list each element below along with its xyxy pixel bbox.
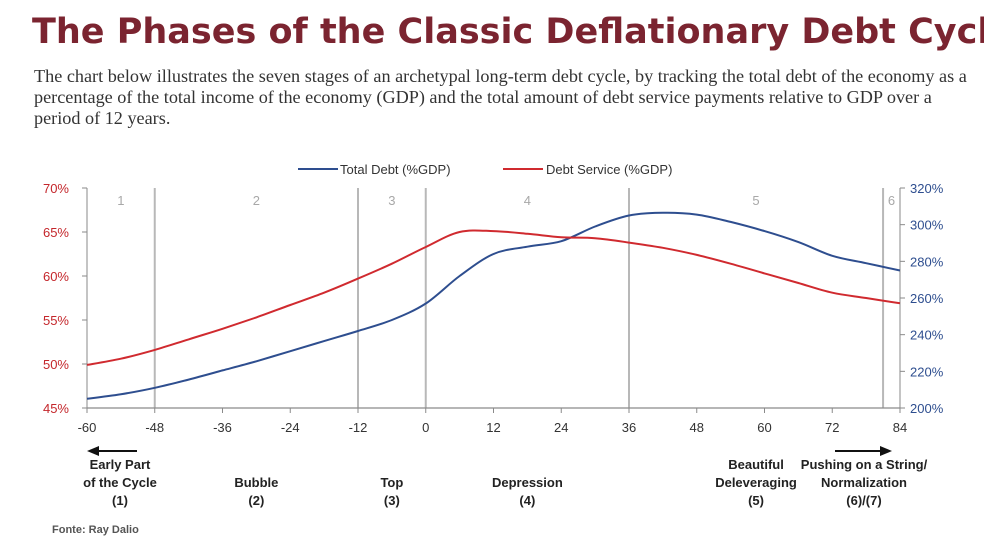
- phase-label: Top (3): [380, 475, 404, 508]
- right-tick-label: 220%: [910, 364, 944, 379]
- right-tick-label: 280%: [910, 254, 944, 269]
- right-tick-label: 260%: [910, 291, 944, 306]
- x-tick-label: 24: [554, 420, 568, 435]
- x-tick-label: -12: [349, 420, 368, 435]
- phase-label: Early Part of the Cycle (1): [83, 457, 157, 508]
- x-tick-label: 84: [893, 420, 907, 435]
- phase-number: 6: [888, 193, 895, 208]
- x-tick-label: -36: [213, 420, 232, 435]
- source-note: Fonte: Ray Dalio: [52, 524, 139, 536]
- phase-label: Beautiful Deleveraging (5): [715, 457, 797, 508]
- phase-number: 4: [524, 193, 531, 208]
- x-tick-label: -60: [78, 420, 97, 435]
- phase-label: Pushing on a String/Normalization (6)/(7): [800, 457, 928, 508]
- right-tick-label: 300%: [910, 218, 944, 233]
- phase-label: Depression (4): [491, 475, 563, 508]
- x-tick-label: 0: [422, 420, 429, 435]
- total-debt-line: [86, 211, 901, 400]
- phase-number: 1: [117, 193, 124, 208]
- phase-label: Bubble (2): [234, 475, 279, 508]
- phase-number: 3: [388, 193, 395, 208]
- right-tick-label: 200%: [910, 401, 944, 416]
- phase-number: 2: [253, 193, 260, 208]
- legend-label: Total Debt (%GDP): [340, 162, 451, 177]
- left-tick-label: 60%: [43, 269, 69, 284]
- phase-number: 5: [752, 193, 759, 208]
- x-tick-label: 48: [690, 420, 704, 435]
- right-tick-label: 240%: [910, 328, 944, 343]
- x-tick-label: 72: [825, 420, 839, 435]
- left-tick-label: 45%: [43, 401, 69, 416]
- left-tick-label: 50%: [43, 357, 69, 372]
- left-tick-label: 55%: [43, 313, 69, 328]
- x-tick-label: 36: [622, 420, 636, 435]
- chart-title: The Phases of the Classic Deflationary D…: [32, 12, 984, 52]
- x-tick-label: 60: [757, 420, 771, 435]
- left-arrow-icon: [87, 446, 99, 456]
- debt-service-line: [86, 229, 901, 366]
- left-tick-label: 70%: [43, 181, 69, 196]
- x-tick-label: -24: [281, 420, 300, 435]
- right-arrow-icon: [880, 446, 892, 456]
- right-tick-label: 320%: [910, 181, 944, 196]
- x-tick-label: 12: [486, 420, 500, 435]
- legend-label: Debt Service (%GDP): [546, 162, 672, 177]
- chart-subtitle: The chart below illustrates the seven st…: [34, 66, 967, 128]
- left-tick-label: 65%: [43, 225, 69, 240]
- x-tick-label: -48: [145, 420, 164, 435]
